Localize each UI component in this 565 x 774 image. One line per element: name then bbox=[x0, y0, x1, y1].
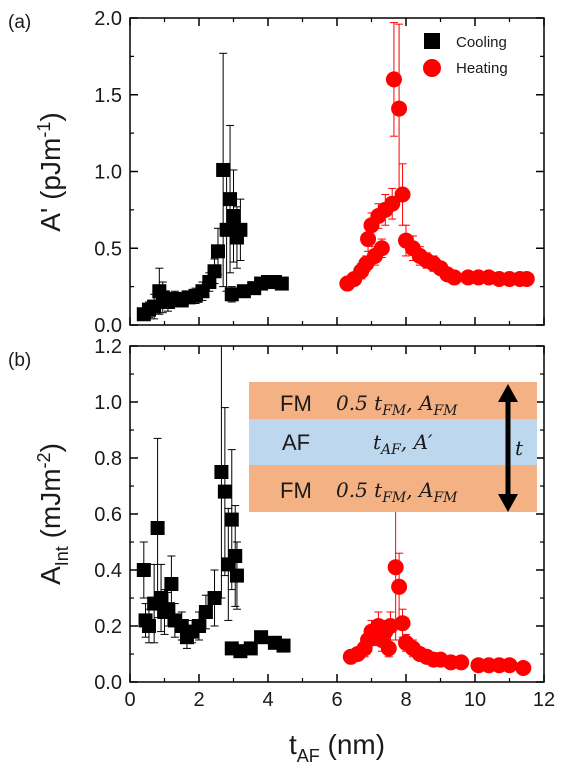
panel-b-label: (b) bbox=[8, 350, 31, 371]
panel-a-y-tick-label: 1.0 bbox=[94, 162, 122, 184]
panel-b-y-tick-label: 1.2 bbox=[94, 336, 122, 358]
cooling-data-point bbox=[207, 591, 222, 605]
heating-data-point bbox=[515, 660, 532, 676]
heating-data-point bbox=[382, 618, 399, 634]
panel-a-legend: Cooling Heating bbox=[423, 33, 508, 77]
thickness-label: t bbox=[515, 436, 524, 460]
cooling-data-point bbox=[214, 465, 229, 479]
panel-b-x-tick-label: 12 bbox=[533, 689, 555, 711]
legend-cooling-marker bbox=[424, 33, 440, 49]
panel-b-x-tick-label: 4 bbox=[262, 689, 273, 711]
panel-b-y-tick-label: 0.0 bbox=[94, 672, 122, 694]
cooling-data-point bbox=[192, 619, 206, 633]
panel-b-y-axis-label: AInt (mJm-2) bbox=[34, 443, 72, 585]
cooling-data-point bbox=[254, 630, 269, 645]
panel-b-x-tick-label: 8 bbox=[400, 689, 411, 711]
panel-b-y-tick-label: 0.4 bbox=[94, 560, 122, 582]
inset-fm-bottom-name: FM bbox=[280, 478, 312, 503]
inset-fm-top-params: 0.5 tFM, AFM bbox=[336, 391, 458, 419]
cooling-data-point bbox=[164, 577, 179, 591]
panel-a-y-tick-label: 0.0 bbox=[94, 315, 122, 337]
panel-b-x-tick-label: 0 bbox=[124, 689, 135, 711]
cooling-data-point bbox=[141, 619, 156, 633]
cooling-data-point bbox=[202, 275, 217, 290]
inset-fm-bottom-layer bbox=[249, 465, 537, 512]
inset-fm-bottom-params: 0.5 tFM, AFM bbox=[336, 478, 458, 506]
cooling-data-point bbox=[136, 563, 151, 577]
panel-a-y-tick-label: 2.0 bbox=[94, 8, 122, 30]
panel-b-x-tick-label: 2 bbox=[193, 689, 204, 711]
panel-b-y-tick-label: 0.8 bbox=[94, 448, 122, 470]
layer-stack-inset: FM 0.5 tFM, AFM AF tAF, A′ FM 0.5 tFM, A… bbox=[249, 382, 537, 512]
panel-a-y-tick-label: 0.5 bbox=[94, 238, 122, 260]
cooling-data-point bbox=[224, 512, 239, 527]
heating-data-point bbox=[384, 195, 401, 212]
heating-data-point bbox=[453, 654, 470, 671]
cooling-data-point bbox=[243, 641, 258, 656]
panel-b-y-tick-label: 0.6 bbox=[94, 504, 122, 526]
heating-data-point bbox=[394, 615, 411, 632]
heating-data-point bbox=[394, 186, 411, 203]
cooling-data-point bbox=[228, 549, 243, 563]
cooling-data-point bbox=[216, 162, 231, 177]
heating-data-point bbox=[391, 100, 408, 117]
inset-af-layer bbox=[249, 419, 537, 465]
panel-a: (a) 0.0 0.5 1.0 1.5 2.0 A' (pJm-1) Cooling H… bbox=[8, 8, 545, 337]
legend-cooling-label: Cooling bbox=[456, 34, 507, 51]
heating-data-point bbox=[373, 240, 390, 257]
panel-b-ticks: 0.0 0.2 0.4 0.6 0.8 1.0 1.2 0 2 4 6 8 10 12 bbox=[94, 336, 555, 711]
heating-data-point bbox=[380, 640, 397, 657]
panel-b: (b) 0.0 0.2 0.4 0.6 0.8 1.0 1.2 0 2 4 6 8 10 12 AInt … bbox=[8, 336, 555, 766]
cooling-data-point bbox=[210, 244, 225, 259]
cooling-data-point bbox=[229, 568, 244, 583]
inset-fm-top-name: FM bbox=[280, 391, 312, 416]
panel-a-y-tick-label: 1.5 bbox=[94, 85, 122, 107]
heating-data-point bbox=[518, 270, 535, 287]
inset-af-params: tAF, A′ bbox=[373, 430, 433, 458]
panel-b-y-tick-label: 1.0 bbox=[94, 392, 122, 414]
cooling-data-point bbox=[233, 222, 248, 237]
heating-data-point bbox=[385, 71, 402, 88]
panel-b-x-tick-label: 10 bbox=[464, 689, 486, 711]
panel-a-label: (a) bbox=[8, 12, 31, 33]
thickness-arrow-head-down bbox=[498, 494, 518, 512]
panel-a-data-marks bbox=[136, 22, 535, 322]
heating-data-point bbox=[391, 578, 408, 595]
panel-a-ticks: 0.0 0.5 1.0 1.5 2.0 bbox=[94, 8, 545, 337]
heating-data-point bbox=[360, 231, 377, 248]
legend-heating-marker bbox=[423, 59, 441, 77]
cooling-data-point bbox=[224, 287, 239, 302]
cooling-data-point bbox=[150, 521, 165, 535]
cooling-data-point bbox=[217, 484, 232, 499]
inset-af-name: AF bbox=[282, 430, 310, 455]
cooling-data-point bbox=[207, 264, 222, 279]
panel-a-y-axis-label: A' (pJm-1) bbox=[34, 112, 66, 231]
legend-heating-label: Heating bbox=[456, 60, 508, 77]
cooling-data-point bbox=[226, 209, 241, 224]
cooling-data-point bbox=[276, 638, 291, 653]
cooling-data-point bbox=[274, 276, 289, 291]
cooling-data-point bbox=[223, 192, 238, 207]
inset-fm-top-layer bbox=[249, 382, 537, 419]
panel-b-y-tick-label: 0.2 bbox=[94, 616, 122, 638]
panel-b-x-tick-label: 6 bbox=[331, 689, 342, 711]
heating-data-point bbox=[387, 559, 404, 576]
heating-data-point bbox=[501, 657, 518, 674]
panel-b-data-marks bbox=[136, 345, 532, 676]
panel-b-x-axis-label: tAF (nm) bbox=[289, 729, 385, 766]
thickness-arrow-head-up bbox=[498, 384, 518, 402]
cooling-data-point bbox=[198, 605, 213, 619]
heating-data-point bbox=[446, 269, 463, 286]
